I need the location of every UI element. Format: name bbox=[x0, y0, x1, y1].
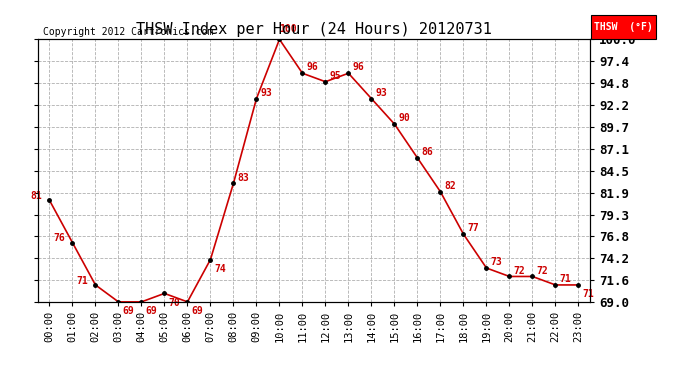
Text: 73: 73 bbox=[491, 257, 502, 267]
Text: 74: 74 bbox=[215, 264, 226, 274]
Text: 69: 69 bbox=[192, 306, 204, 316]
Text: 77: 77 bbox=[468, 224, 480, 233]
Text: 96: 96 bbox=[353, 63, 364, 72]
Text: 72: 72 bbox=[513, 266, 525, 276]
Text: THSW  (°F): THSW (°F) bbox=[594, 22, 653, 32]
Text: 69: 69 bbox=[123, 306, 135, 316]
Text: 69: 69 bbox=[146, 306, 157, 316]
Text: 81: 81 bbox=[30, 191, 42, 201]
Text: 71: 71 bbox=[76, 276, 88, 285]
Text: 95: 95 bbox=[330, 71, 342, 81]
Text: 93: 93 bbox=[375, 88, 387, 98]
Text: 90: 90 bbox=[399, 113, 411, 123]
Text: 100: 100 bbox=[279, 24, 297, 34]
Text: 72: 72 bbox=[537, 266, 549, 276]
Text: 76: 76 bbox=[53, 233, 65, 243]
Text: 71: 71 bbox=[560, 274, 571, 284]
Text: 83: 83 bbox=[237, 172, 249, 183]
Text: 86: 86 bbox=[422, 147, 433, 157]
Text: 70: 70 bbox=[168, 298, 180, 308]
Text: 96: 96 bbox=[306, 63, 318, 72]
Text: Copyright 2012 Cartronics.com: Copyright 2012 Cartronics.com bbox=[43, 27, 214, 37]
Title: THSW Index per Hour (24 Hours) 20120731: THSW Index per Hour (24 Hours) 20120731 bbox=[136, 22, 492, 37]
Text: 71: 71 bbox=[582, 290, 594, 300]
Text: 82: 82 bbox=[444, 181, 456, 191]
Text: 93: 93 bbox=[261, 88, 273, 98]
